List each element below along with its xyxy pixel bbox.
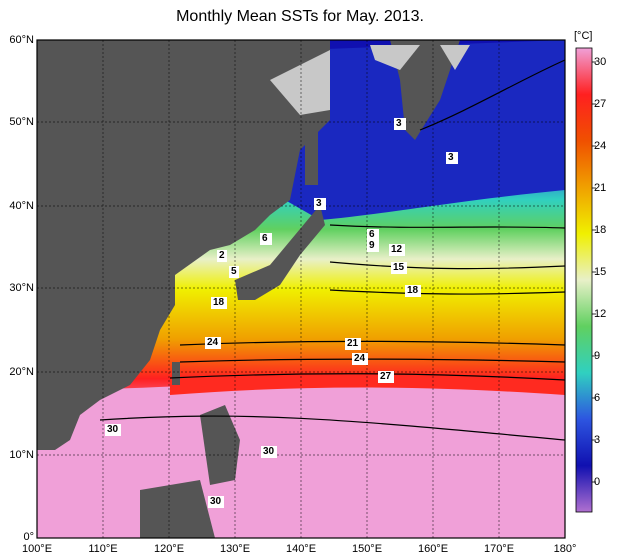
lat-label: 60°N	[9, 34, 34, 46]
lon-label: 140°E	[285, 543, 317, 555]
colorbar-tick-label: 21	[594, 182, 607, 194]
lon-label: 160°E	[417, 543, 449, 555]
lat-label: 30°N	[9, 282, 34, 294]
lon-label: 110°E	[88, 543, 118, 555]
contour-label: 24	[207, 337, 219, 348]
contour-label: 15	[393, 262, 405, 273]
contour-label: 27	[380, 371, 392, 382]
lon-label: 180°	[553, 543, 577, 555]
contour-label: 18	[213, 297, 225, 308]
contour-label: 6	[369, 229, 375, 240]
contour-label: 3	[396, 118, 402, 129]
graticule	[37, 40, 565, 538]
taiwan-landmass	[172, 362, 180, 385]
lat-label: 10°N	[9, 449, 34, 461]
colorbar-tick-label: 3	[594, 434, 601, 446]
chart-title: Monthly Mean SSTs for May. 2013.	[176, 8, 424, 25]
kamchatka-landmass	[390, 40, 460, 140]
contour-label: 21	[347, 338, 359, 349]
colorbar-tick-label: 0	[594, 476, 601, 488]
contour-label: 3	[448, 152, 454, 163]
contour-label-boxes	[105, 118, 458, 508]
lon-label: 100°E	[21, 543, 53, 555]
lat-label: 0°	[23, 531, 34, 543]
lat-label: 20°N	[9, 366, 34, 378]
asia-landmass	[37, 40, 330, 450]
contour-label: 2	[219, 250, 225, 261]
contour-label: 18	[407, 285, 419, 296]
contour-label: 24	[354, 353, 366, 364]
contour-label: 12	[391, 244, 403, 255]
colorbar-tick-label: 12	[594, 308, 607, 320]
lat-label: 40°N	[9, 200, 34, 212]
colorbar-unit: [°C]	[574, 30, 593, 42]
borneo-landmass	[140, 480, 215, 538]
lon-label: 150°E	[351, 543, 383, 555]
contour-label: 9	[369, 240, 375, 251]
lon-label: 120°E	[153, 543, 185, 555]
plot-frame	[36, 39, 566, 539]
japan-landmass	[235, 205, 325, 300]
colorbar-tick-label: 18	[594, 224, 607, 236]
colorbar-tick-label: 15	[594, 266, 607, 278]
contour-label: 5	[231, 266, 237, 277]
sea-ice	[370, 45, 420, 70]
colorbar-tick-label: 30	[594, 56, 607, 68]
colorbar-tick-label: 6	[594, 392, 601, 404]
contour-label: 30	[263, 446, 275, 457]
contour-label: 30	[107, 424, 119, 435]
lat-label: 50°N	[9, 116, 34, 128]
contour-label: 30	[210, 496, 222, 507]
contour-label: 3	[316, 198, 322, 209]
colorbar-tick-label: 24	[594, 140, 607, 152]
sakhalin-landmass	[305, 120, 318, 185]
philippines-landmass	[200, 405, 240, 485]
contour-label: 6	[262, 233, 268, 244]
lon-label: 130°E	[219, 543, 251, 555]
colorbar-tick-label: 27	[594, 98, 607, 110]
colorbar	[575, 47, 593, 513]
lon-label: 170°E	[483, 543, 515, 555]
sea-ice	[270, 50, 330, 115]
colorbar-tick-label: 9	[594, 350, 601, 362]
sea-ice	[440, 45, 470, 70]
